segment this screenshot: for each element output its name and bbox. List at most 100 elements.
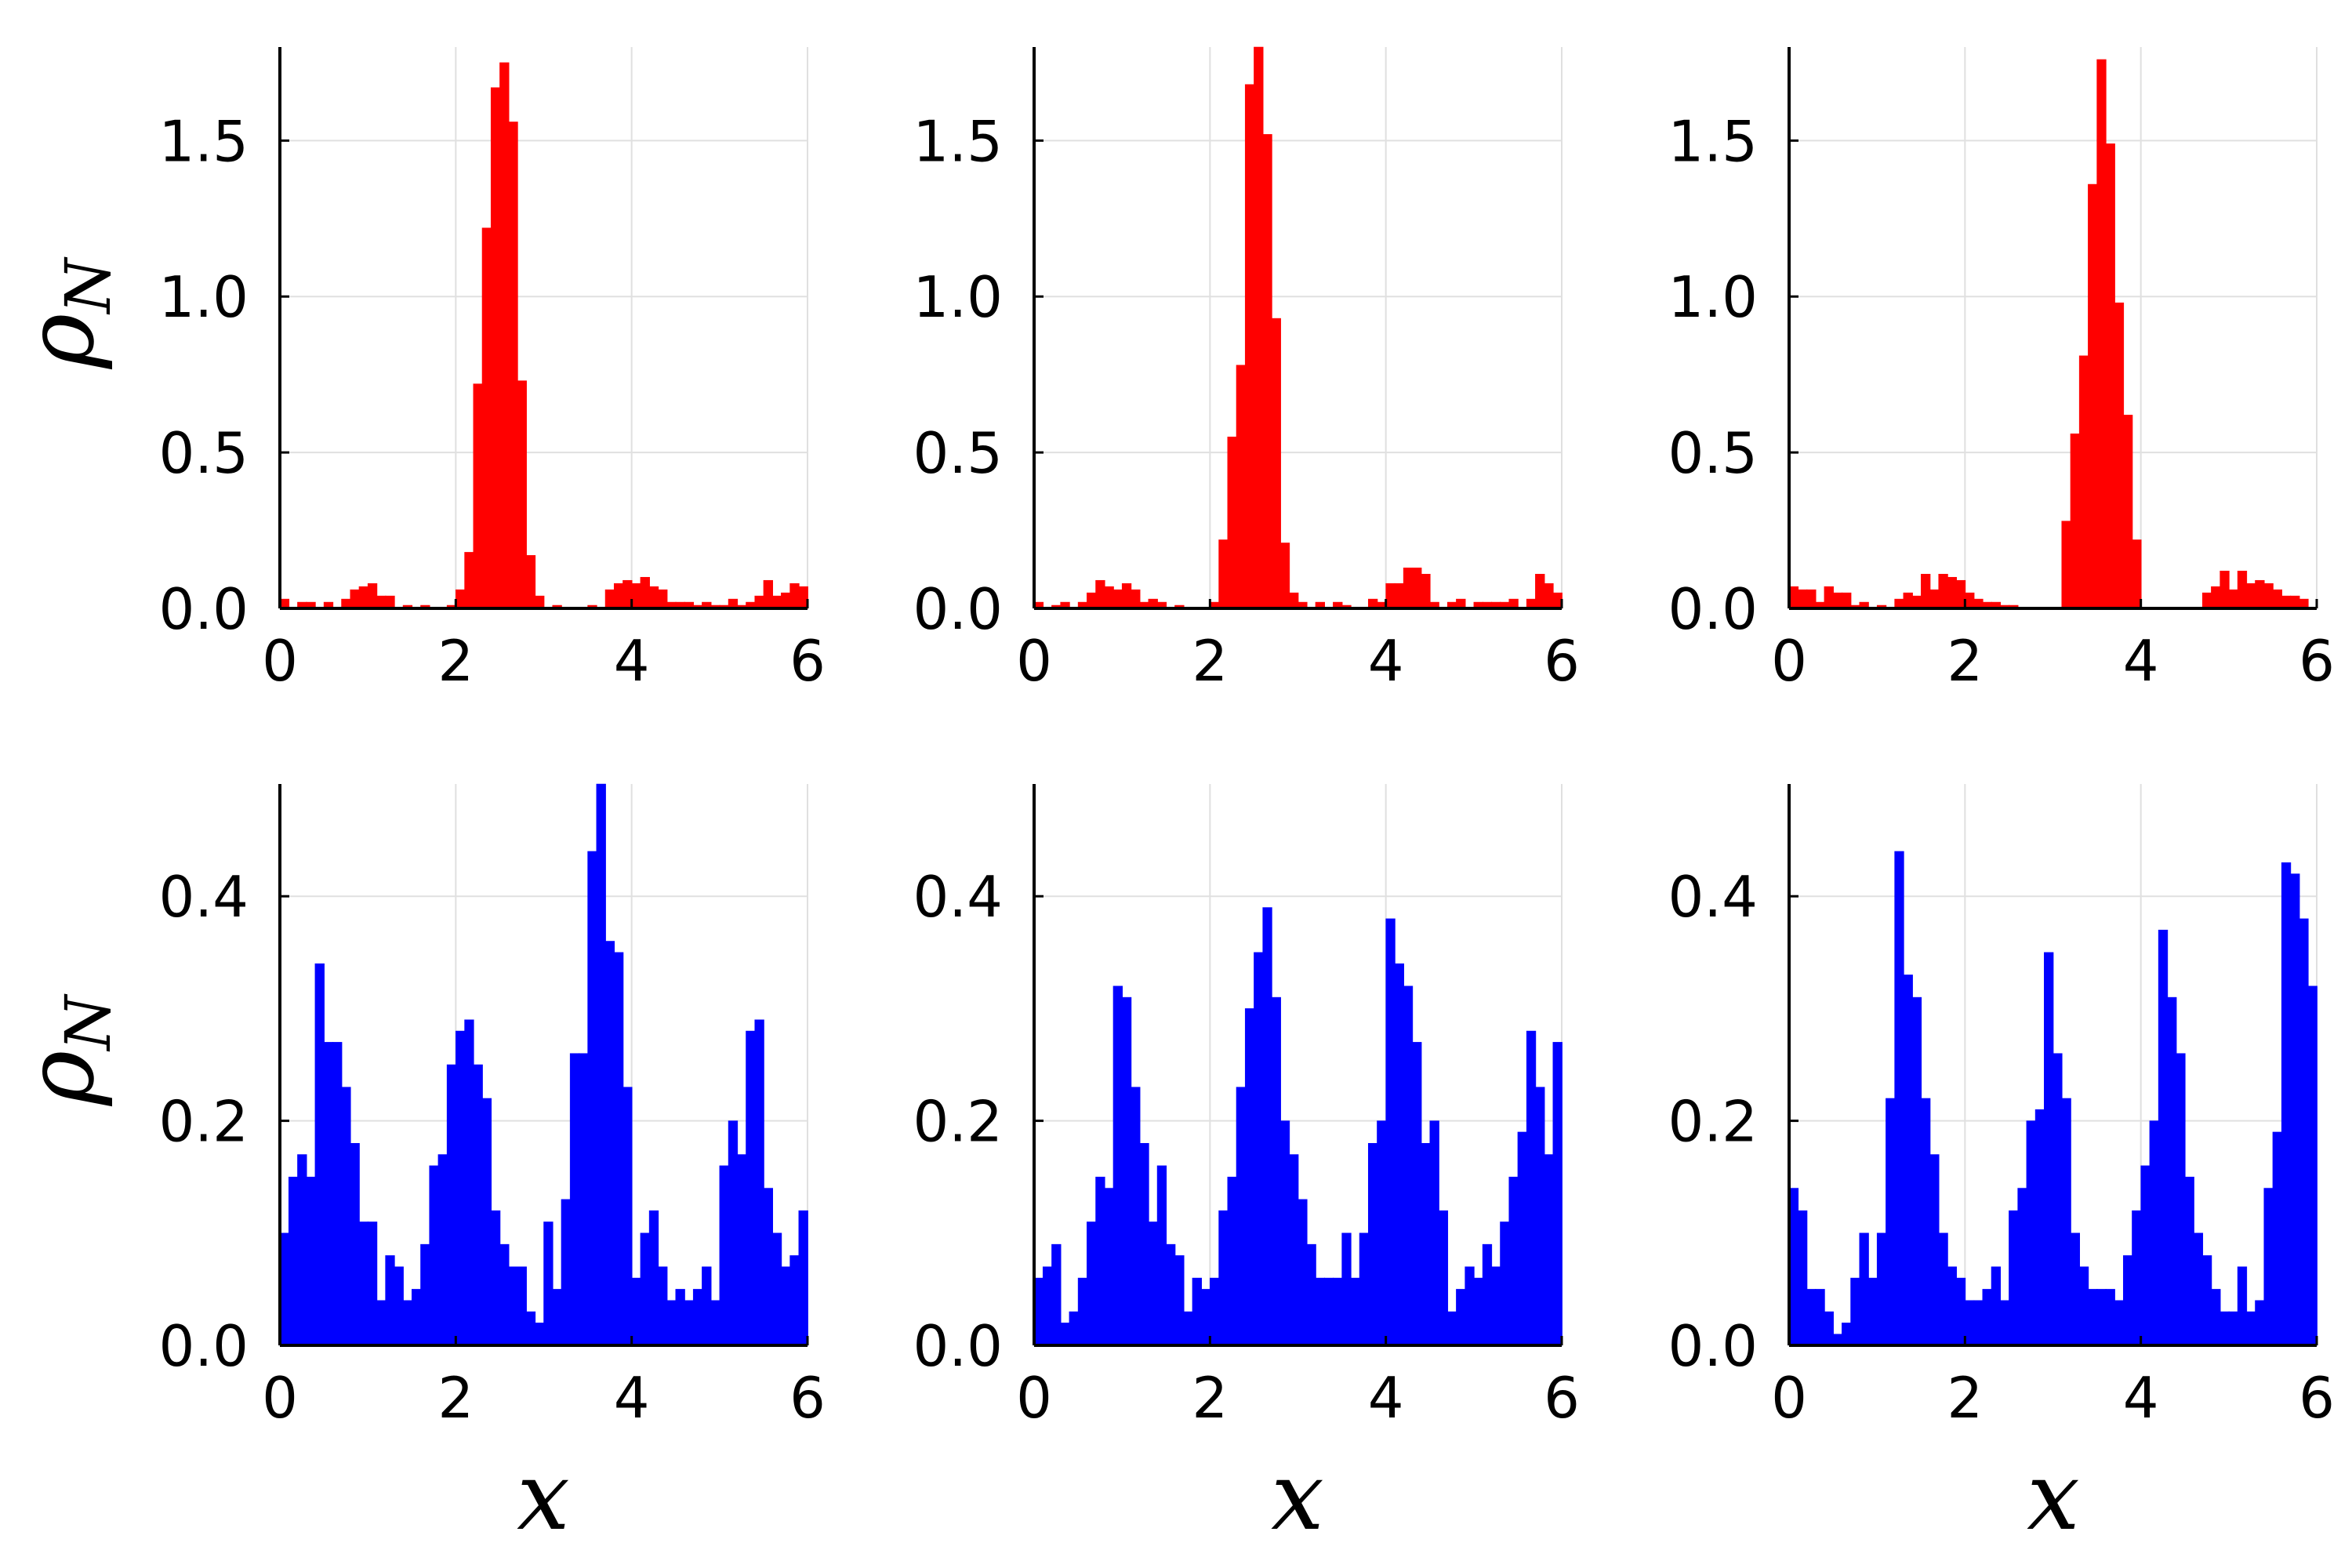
histogram-bar (1832, 1334, 1843, 1346)
y-tick-label: 0.0 (1668, 1313, 1758, 1379)
row-ylabel-top-symbol: ρ (6, 314, 115, 371)
histogram-bar (543, 1221, 554, 1346)
histogram-bar (1921, 573, 1931, 609)
histogram-bar (2034, 1109, 2045, 1346)
histogram-bar (473, 1064, 483, 1346)
histogram-bar (2290, 873, 2300, 1346)
histogram-bar (1955, 1277, 1966, 1346)
y-tick-label: 0.2 (1668, 1089, 1758, 1155)
panel-bottom-middle: 0 2 4 6 0.0 0.2 0.4 (913, 784, 1580, 1431)
x-tick-label: 6 (789, 1365, 826, 1431)
histogram-bar (754, 595, 764, 609)
histogram-bar (2132, 1210, 2142, 1346)
histogram-bar (771, 1232, 782, 1346)
histogram-bar (1183, 1311, 1193, 1346)
x-tick-label: 6 (789, 628, 826, 694)
histogram-bar (604, 941, 615, 1346)
histogram-bar (771, 595, 782, 609)
histogram-bar (2061, 521, 2071, 609)
histogram-bar (658, 589, 668, 609)
histogram-bar (1394, 963, 1404, 1346)
histogram-bar (702, 1266, 712, 1346)
histogram-bar (2263, 583, 2274, 609)
histogram-bar (2088, 1289, 2098, 1346)
histogram-bar (358, 1221, 369, 1346)
histogram-bar (2201, 592, 2212, 609)
histogram-bar (1139, 1142, 1149, 1346)
histogram-bar (2255, 579, 2265, 609)
histogram-bar (2193, 1232, 2204, 1346)
histogram-bar (1385, 583, 1396, 609)
histogram-bar (1403, 568, 1414, 609)
histogram-bar (648, 586, 659, 609)
histogram-bar (1850, 1277, 1860, 1346)
histogram-bar (640, 1232, 650, 1346)
histogram-bar (1192, 1277, 1202, 1346)
histogram-bar (2272, 1131, 2282, 1346)
histogram-bar (1965, 1300, 1975, 1346)
histogram-bar (1227, 436, 1237, 609)
histogram-bar (376, 1300, 387, 1346)
histogram-bar (2211, 586, 2221, 609)
histogram-bar (1824, 586, 1834, 609)
histogram-bar (1535, 1087, 1545, 1346)
histogram-bar (1473, 1277, 1483, 1346)
histogram-bar (420, 1243, 430, 1346)
histogram-bar (1456, 1289, 1466, 1346)
histogram-bar (631, 583, 641, 609)
histogram-bar (1544, 583, 1554, 609)
histogram-bar (561, 1199, 572, 1346)
histogram-bar (1095, 1176, 1105, 1346)
histogram-bar (2228, 589, 2238, 609)
histogram-bar (1350, 1277, 1360, 1346)
histogram-bar (394, 1266, 404, 1346)
histogram-bar (613, 583, 624, 609)
histogram-bar (1244, 1008, 1255, 1346)
histogram-bar (1526, 1030, 1537, 1346)
histogram-bar (1806, 589, 1817, 609)
histogram-bar (350, 1142, 360, 1346)
histogram-bar (1412, 568, 1422, 609)
histogram-bar (306, 1176, 316, 1346)
histogram-bar (402, 1300, 413, 1346)
histogram-bar (490, 87, 501, 609)
histogram-bar (754, 1019, 764, 1346)
histogram-bar (604, 589, 615, 609)
histogram-bar (314, 963, 325, 1346)
histogram-bar (2078, 1266, 2089, 1346)
histogram-bar (2105, 1289, 2115, 1346)
histogram-bar (781, 592, 791, 609)
histogram-bar (569, 1053, 580, 1346)
histogram-bar (1104, 1188, 1114, 1346)
y-tick-label: 1.0 (1668, 264, 1758, 330)
histogram-bar (1867, 1277, 1878, 1346)
histogram-bar (1131, 1087, 1141, 1346)
x-tick-label: 6 (1544, 1365, 1580, 1431)
histogram-bar (1262, 134, 1272, 609)
histogram-bar (1244, 84, 1255, 609)
histogram-bar (1236, 1087, 1247, 1346)
histogram-bar (1552, 1042, 1563, 1346)
y-tick-label: 0.5 (913, 420, 1003, 486)
y-tick-label: 0.0 (1668, 576, 1758, 642)
x-tick-label: 0 (1016, 628, 1052, 694)
histogram-bar (490, 1210, 501, 1346)
histogram-bar (358, 586, 369, 609)
histogram-bar (710, 1300, 720, 1346)
col-xlabel-right: x (2027, 1443, 2080, 1552)
histogram-bar (367, 1221, 378, 1346)
histogram-bar (2088, 183, 2098, 609)
histogram-bar (429, 1165, 439, 1346)
histogram-bar (2105, 143, 2115, 609)
histogram-bar (2281, 595, 2292, 609)
histogram-bar (1403, 985, 1414, 1346)
histogram-bar (350, 589, 360, 609)
histogram-bar (1832, 592, 1843, 609)
histogram-bar (1166, 1243, 1176, 1346)
histogram-bar (1262, 907, 1272, 1346)
histogram-bar (2272, 589, 2282, 609)
histogram-bar (1069, 1311, 1079, 1346)
histogram-bar (508, 1266, 518, 1346)
histogram-bar (1421, 1142, 1431, 1346)
histogram-bar (525, 555, 536, 609)
